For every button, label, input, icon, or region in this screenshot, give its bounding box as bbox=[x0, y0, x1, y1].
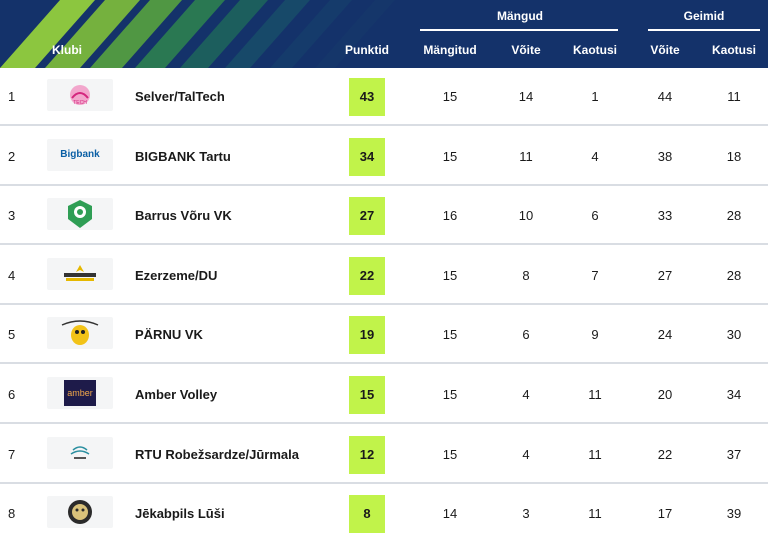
played-cell: 15 bbox=[442, 148, 458, 164]
club-name[interactable]: RTU Robežsardze/Jūrmala bbox=[135, 446, 299, 462]
column-header-played[interactable]: Mängitud bbox=[423, 43, 477, 57]
sets-won-cell: 38 bbox=[657, 148, 673, 164]
column-header-sets-won[interactable]: Võite bbox=[650, 43, 680, 57]
points-badge: 43 bbox=[349, 78, 385, 116]
bigbank-logo-icon: Bigbank bbox=[47, 138, 113, 171]
table-row[interactable]: 8 Jēkabpils Lūši 8 14 3 11 17 39 bbox=[0, 485, 768, 539]
losses-cell: 6 bbox=[591, 208, 599, 224]
column-header-points[interactable]: Punktid bbox=[345, 43, 389, 57]
played-cell: 15 bbox=[442, 446, 458, 462]
sets-lost-cell: 37 bbox=[726, 446, 742, 462]
header-stripes-decoration bbox=[0, 0, 395, 68]
losses-cell: 11 bbox=[588, 506, 602, 522]
sets-won-cell: 22 bbox=[657, 446, 673, 462]
selver-taltech-logo-icon: TECH bbox=[47, 79, 113, 111]
club-name[interactable]: BIGBANK Tartu bbox=[135, 148, 231, 164]
jekabpils-lusi-logo-icon bbox=[47, 496, 113, 529]
rank-cell: 6 bbox=[8, 387, 16, 402]
ezerzeme-logo-icon bbox=[47, 257, 113, 290]
table-row[interactable]: 6 amber Amber Volley 15 15 4 11 20 34 bbox=[0, 366, 768, 424]
sets-lost-cell: 18 bbox=[726, 148, 742, 164]
rank-cell: 5 bbox=[8, 327, 16, 343]
sets-won-cell: 24 bbox=[657, 327, 673, 343]
wins-cell: 10 bbox=[518, 208, 534, 224]
points-badge: 19 bbox=[349, 316, 385, 355]
group-header-sets: Geimid bbox=[683, 9, 725, 23]
table-header: Klubi Punktid Mängud Mängitud Võite Kaot… bbox=[0, 0, 768, 68]
club-name[interactable]: PÄRNU VK bbox=[135, 327, 203, 343]
wins-cell: 8 bbox=[522, 267, 530, 283]
sets-lost-cell: 34 bbox=[726, 387, 742, 402]
group-divider-matches bbox=[420, 29, 618, 31]
table-row[interactable]: 2 Bigbank BIGBANK Tartu 34 15 11 4 38 18 bbox=[0, 127, 768, 186]
wins-cell: 4 bbox=[522, 387, 530, 402]
rank-cell: 3 bbox=[8, 208, 16, 224]
rank-cell: 4 bbox=[8, 267, 16, 283]
rtu-jurmala-logo-icon bbox=[47, 436, 113, 469]
amber-volley-logo-icon: amber bbox=[47, 377, 113, 409]
rank-cell: 2 bbox=[8, 148, 16, 164]
points-badge: 22 bbox=[349, 256, 385, 295]
losses-cell: 1 bbox=[591, 89, 599, 104]
column-header-wins[interactable]: Võite bbox=[511, 43, 541, 57]
wins-cell: 6 bbox=[522, 327, 530, 343]
bigbank-logo-text: Bigbank bbox=[60, 149, 100, 161]
points-badge: 12 bbox=[349, 435, 385, 474]
club-name[interactable]: Barrus Võru VK bbox=[135, 208, 232, 224]
sets-won-cell: 27 bbox=[657, 267, 673, 283]
column-header-losses[interactable]: Kaotusi bbox=[572, 43, 617, 57]
wins-cell: 3 bbox=[522, 506, 530, 522]
played-cell: 15 bbox=[442, 267, 458, 283]
club-name[interactable]: Jēkabpils Lūši bbox=[135, 506, 225, 522]
played-cell: 14 bbox=[442, 506, 458, 522]
wins-cell: 11 bbox=[519, 148, 533, 164]
sets-won-cell: 44 bbox=[657, 89, 673, 104]
wins-cell: 4 bbox=[522, 446, 530, 462]
group-header-matches: Mängud bbox=[497, 9, 543, 23]
svg-text:TECH: TECH bbox=[73, 100, 87, 106]
sets-won-cell: 17 bbox=[657, 506, 673, 522]
rank-cell: 1 bbox=[8, 89, 16, 104]
sets-won-cell: 33 bbox=[657, 208, 673, 224]
losses-cell: 11 bbox=[588, 387, 602, 402]
parnu-vk-logo-icon bbox=[47, 317, 113, 350]
points-badge: 15 bbox=[349, 376, 385, 414]
played-cell: 15 bbox=[442, 327, 458, 343]
points-badge: 8 bbox=[349, 495, 385, 534]
losses-cell: 7 bbox=[591, 267, 599, 283]
sets-won-cell: 20 bbox=[657, 387, 673, 402]
column-header-club[interactable]: Klubi bbox=[52, 43, 82, 57]
amber-logo-text: amber bbox=[64, 380, 96, 406]
table-row[interactable]: 7 RTU Robežsardze/Jūrmala 12 15 4 11 22 37 bbox=[0, 425, 768, 484]
sets-lost-cell: 28 bbox=[726, 267, 742, 283]
played-cell: 15 bbox=[442, 89, 458, 104]
losses-cell: 4 bbox=[591, 148, 599, 164]
sets-lost-cell: 30 bbox=[726, 327, 742, 343]
points-badge: 27 bbox=[349, 197, 385, 236]
table-row[interactable]: 4 Ezerzeme/DU 22 15 8 7 27 28 bbox=[0, 246, 768, 305]
rank-cell: 7 bbox=[8, 446, 16, 462]
barrus-voru-logo-icon bbox=[47, 198, 113, 231]
table-row[interactable]: 1 TECH Selver/TalTech 43 15 14 1 44 11 bbox=[0, 68, 768, 126]
table-row[interactable]: 5 PÄRNU VK 19 15 6 9 24 30 bbox=[0, 306, 768, 365]
column-header-sets-lost[interactable]: Kaotusi bbox=[711, 43, 756, 57]
club-name[interactable]: Amber Volley bbox=[135, 387, 218, 402]
group-divider-sets bbox=[648, 29, 760, 31]
sets-lost-cell: 28 bbox=[726, 208, 742, 224]
played-cell: 15 bbox=[442, 387, 458, 402]
table-row[interactable]: 3 Barrus Võru VK 27 16 10 6 33 28 bbox=[0, 187, 768, 246]
club-name[interactable]: Selver/TalTech bbox=[135, 89, 225, 104]
wins-cell: 14 bbox=[518, 89, 534, 104]
sets-lost-cell: 39 bbox=[726, 506, 742, 522]
losses-cell: 9 bbox=[591, 327, 599, 343]
losses-cell: 11 bbox=[588, 446, 602, 462]
rank-cell: 8 bbox=[8, 506, 16, 522]
points-badge: 34 bbox=[349, 137, 385, 176]
sets-lost-cell: 11 bbox=[727, 89, 741, 104]
played-cell: 16 bbox=[442, 208, 458, 224]
club-name[interactable]: Ezerzeme/DU bbox=[135, 267, 218, 283]
